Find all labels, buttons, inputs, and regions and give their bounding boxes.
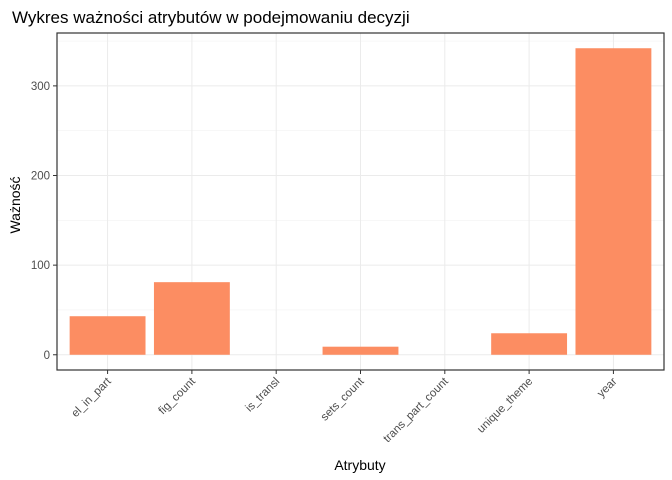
x-axis-title: Atrybuty	[334, 457, 385, 473]
x-tick-labels: el_in_part fig_count is_transl sets_count tr…	[69, 375, 619, 445]
bar-sets_count	[322, 346, 399, 355]
chart-title: Wykres ważności atrybutów w podejmowaniu…	[12, 8, 410, 27]
bars	[69, 48, 652, 355]
y-tick-label: 300	[31, 81, 50, 93]
y-tick-label: 100	[31, 260, 50, 272]
x-tick-label-fig_count: fig_count	[157, 375, 199, 417]
grid	[57, 33, 664, 370]
x-tick-label-unique_theme: unique_theme	[475, 376, 535, 436]
x-tick-label-sets_count: sets_count	[319, 375, 367, 423]
x-tick-label-trans_part_count: trans_part_count	[381, 375, 451, 445]
y-axis-title: Ważność	[7, 176, 23, 233]
x-tick-label-is_transl: is_transl	[244, 376, 283, 415]
y-tick-label: 200	[31, 171, 50, 183]
bar-el_in_part	[69, 316, 146, 355]
bar-year	[575, 48, 652, 355]
y-tick-labels: 0 100 200 300	[31, 81, 50, 362]
x-tick-label-year: year	[595, 376, 619, 400]
ticks	[53, 85, 614, 374]
bar-unique_theme	[491, 333, 568, 355]
x-tick-label-el_in_part: el_in_part	[69, 375, 114, 420]
bar-fig_count	[153, 282, 230, 355]
y-tick-label: 0	[44, 350, 50, 362]
